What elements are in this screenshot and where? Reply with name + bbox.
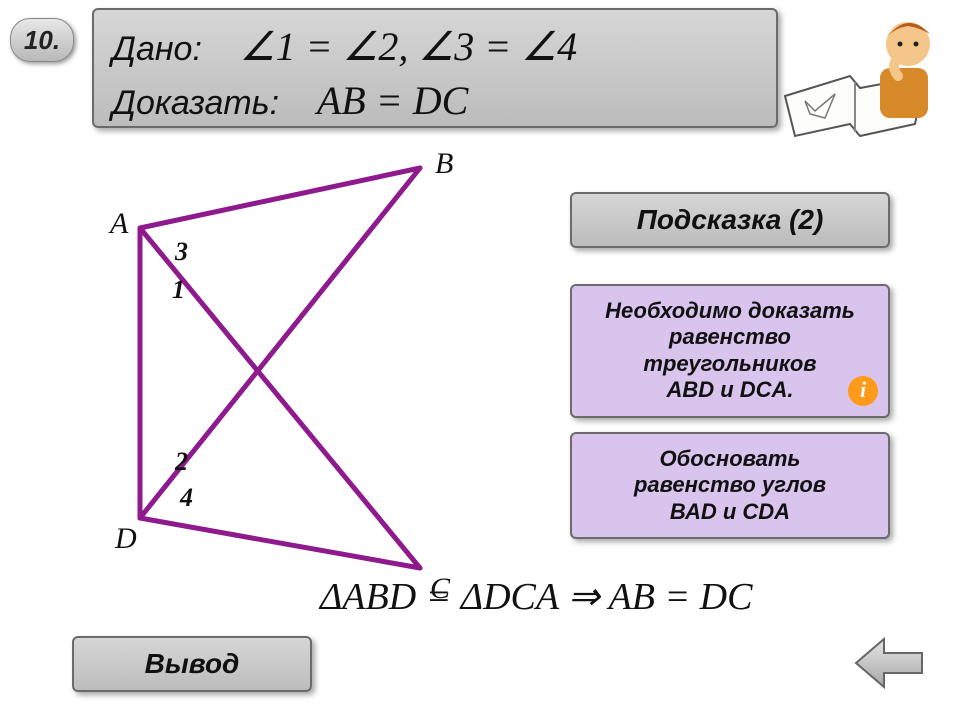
svg-text:3: 3 [174, 237, 188, 266]
tip1-line1: Необходимо доказать [586, 298, 874, 324]
hint-button[interactable]: Подсказка (2) [570, 192, 890, 248]
conclusion-button[interactable]: Вывод [72, 636, 312, 692]
back-arrow-button[interactable] [850, 635, 930, 696]
given-label: Дано: [112, 30, 202, 68]
tip2-line3: ВАD и CDА [586, 499, 874, 525]
given-math: ∠1 = ∠2, ∠3 = ∠4 [240, 24, 577, 69]
svg-text:1: 1 [172, 275, 185, 304]
tip1-line4: АВD и DCА. [586, 377, 874, 403]
prove-math: AB = DC [317, 78, 468, 123]
svg-text:2: 2 [174, 447, 188, 476]
tip2-line1: Обосновать [586, 446, 874, 472]
svg-text:4: 4 [179, 483, 193, 512]
tip-box-1: Необходимо доказать равенство треугольни… [570, 284, 890, 418]
conclusion-button-label: Вывод [145, 648, 240, 680]
student-illustration [780, 6, 950, 146]
svg-text:D: D [114, 522, 137, 555]
svg-text:С: С [430, 572, 451, 605]
tip1-line2: равенство [586, 324, 874, 350]
geometry-diagram: АВСD3124 [80, 148, 500, 588]
info-icon[interactable]: i [848, 376, 878, 406]
tip2-line2: равенство углов [586, 472, 874, 498]
hint-button-label: Подсказка (2) [637, 204, 824, 236]
tip1-line3: треугольников [586, 351, 874, 377]
problem-number: 10. [24, 25, 60, 56]
svg-text:В: В [435, 147, 453, 180]
prove-label: Доказать: [112, 84, 279, 122]
tip-box-2: Обосновать равенство углов ВАD и CDА [570, 432, 890, 539]
svg-text:А: А [108, 207, 129, 240]
problem-number-badge: 10. [10, 18, 74, 62]
problem-header: Дано: ∠1 = ∠2, ∠3 = ∠4 Доказать: AB = DC [92, 8, 778, 128]
